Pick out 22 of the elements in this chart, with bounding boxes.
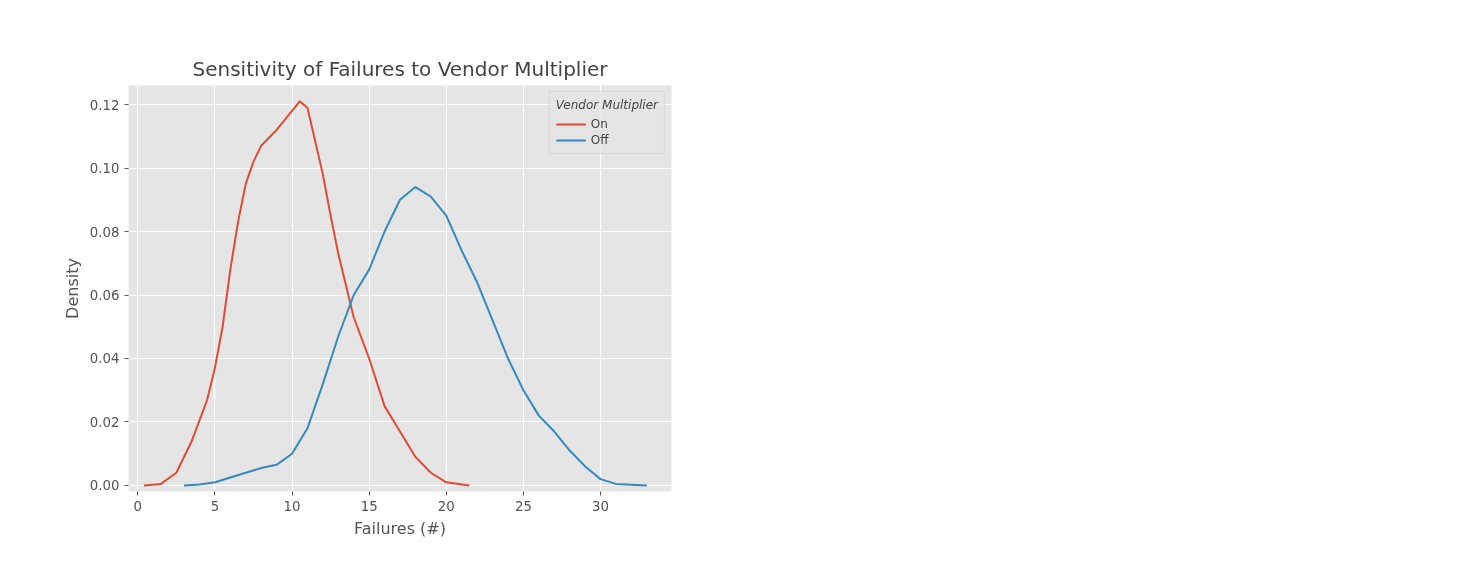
x-tick-label: 30 <box>592 498 610 514</box>
y-tick-label: 0.08 <box>89 224 120 240</box>
line-series <box>142 100 471 487</box>
legend-label: On <box>590 117 609 131</box>
legend-title: Vendor Multiplier <box>555 98 658 112</box>
x-tick-label: 10 <box>283 498 301 514</box>
line-series <box>183 186 648 487</box>
x-tick-label: 0 <box>133 498 142 514</box>
y-tick-label: 0.06 <box>89 288 120 304</box>
y-tick-label: 0.10 <box>89 161 120 177</box>
chart-title: Sensitivity of Failures to Vendor Multiplier <box>192 56 609 81</box>
y-tick-label: 0.12 <box>89 97 120 113</box>
x-tick-label: 15 <box>360 498 378 514</box>
y-tick-label: 0.04 <box>89 351 120 367</box>
x-tick-label: 20 <box>437 498 455 514</box>
y-tick-label: 0.02 <box>89 414 120 430</box>
x-axis-title: Failures (#) <box>354 518 446 538</box>
x-tick-label: 25 <box>514 498 532 514</box>
x-tick-label: 5 <box>210 498 220 514</box>
y-tick-label: 0.00 <box>89 478 120 494</box>
y-axis-title: Density <box>62 258 82 319</box>
legend-label: Off <box>590 133 610 147</box>
